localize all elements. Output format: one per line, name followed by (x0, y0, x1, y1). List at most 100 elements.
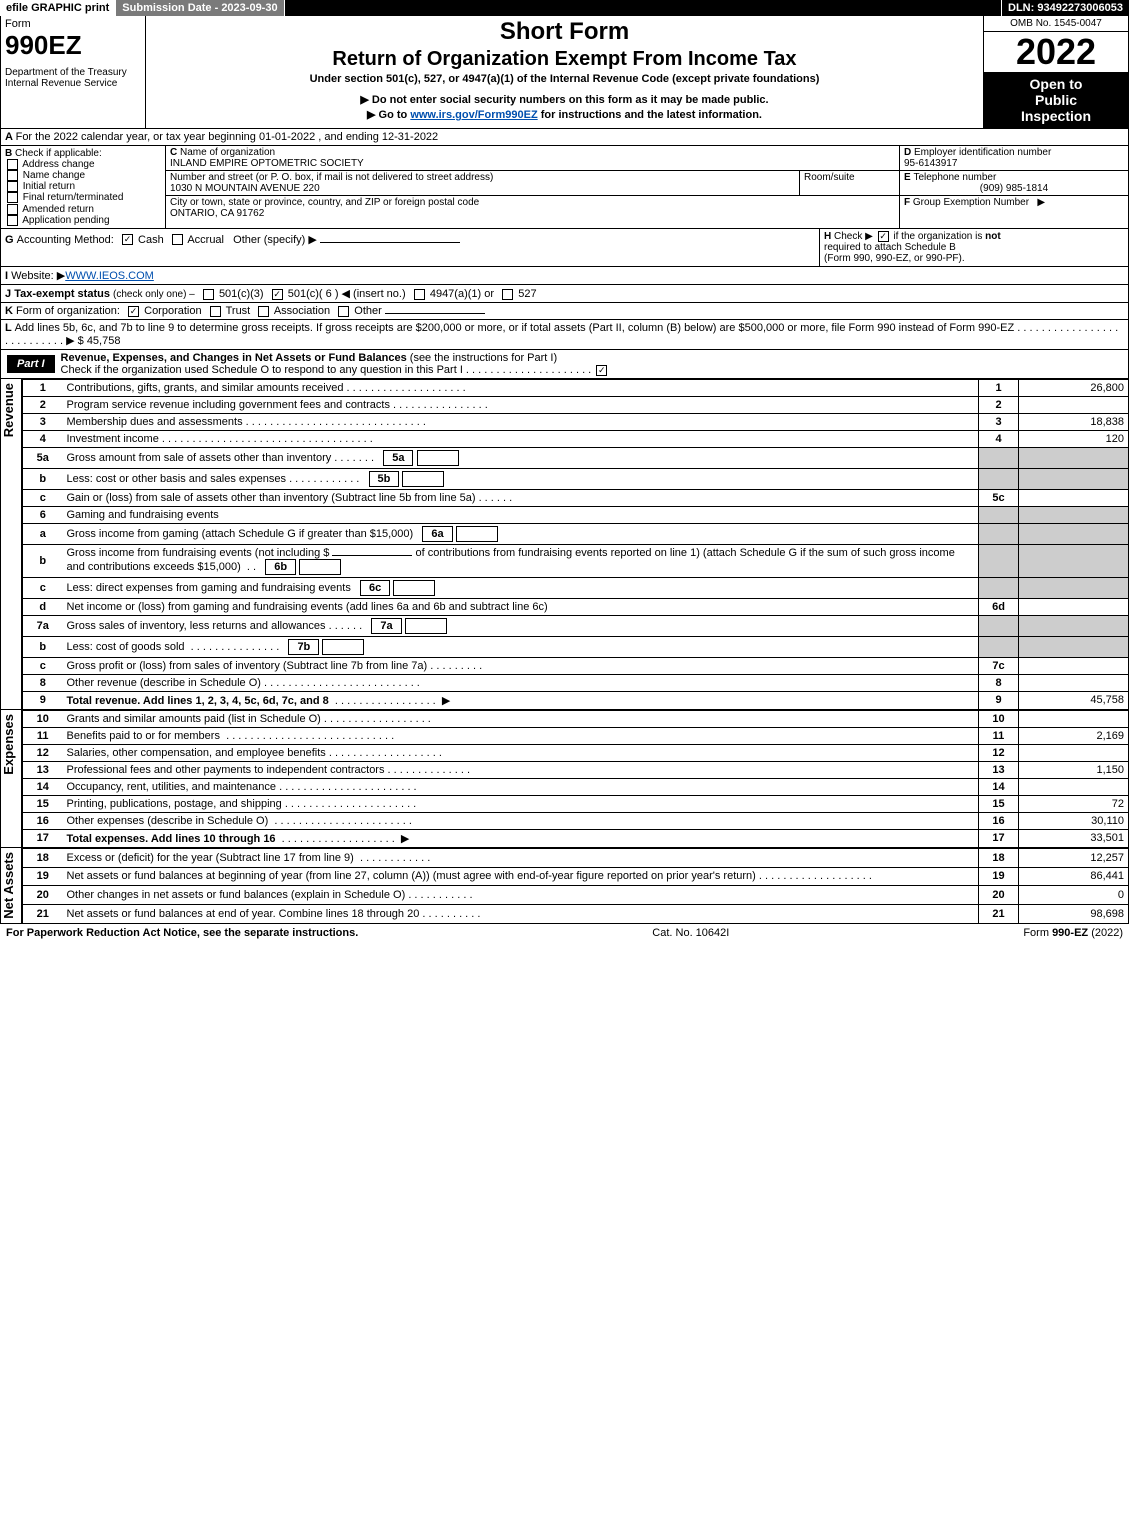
line-10: 10Grants and similar amounts paid (list … (23, 710, 1129, 727)
org-name: INLAND EMPIRE OPTOMETRIC SOCIETY (170, 158, 364, 169)
omb-number: OMB No. 1545-0047 (984, 16, 1128, 32)
line-j: J Tax-exempt status (check only one) ‒ 5… (0, 285, 1129, 303)
footer-catno: Cat. No. 10642I (652, 927, 729, 939)
line-5b: bLess: cost or other basis and sales exp… (23, 468, 1129, 489)
line-13: 13Professional fees and other payments t… (23, 761, 1129, 778)
d-label: Employer identification number (914, 147, 1051, 158)
open-l1: Open to (986, 76, 1126, 92)
revenue-table: 1Contributions, gifts, grants, and simil… (22, 379, 1129, 710)
side-expenses: Expenses (0, 710, 22, 848)
expenses-table: 10Grants and similar amounts paid (list … (22, 710, 1129, 848)
goto-post: for instructions and the latest informat… (538, 109, 762, 121)
k-o1: Corporation (144, 305, 201, 317)
checkbox-accrual[interactable] (172, 234, 183, 245)
j-hint: (check only one) ‒ (113, 289, 195, 300)
city-value: ONTARIO, CA 91762 (170, 208, 264, 219)
b-label: Check if applicable: (15, 148, 102, 159)
line-18: 18Excess or (deficit) for the year (Subt… (23, 848, 1129, 867)
l-amount: ▶ $ 45,758 (66, 335, 120, 347)
checkbox-app-pending[interactable] (7, 215, 18, 226)
ein-value: 95-6143917 (904, 158, 957, 169)
net-assets-table: 18Excess or (deficit) for the year (Subt… (22, 848, 1129, 924)
checkbox-h[interactable]: ✓ (878, 231, 889, 242)
c-label: Name of organization (180, 147, 275, 158)
l-text: Add lines 5b, 6c, and 7b to line 9 to de… (15, 322, 1015, 334)
checkbox-cash[interactable]: ✓ (122, 234, 133, 245)
line-7c: cGross profit or (loss) from sales of in… (23, 657, 1129, 674)
line-15: 15Printing, publications, postage, and s… (23, 795, 1129, 812)
line-6b: bGross income from fundraising events (n… (23, 544, 1129, 577)
open-inspection-badge: Open to Public Inspection (984, 72, 1128, 128)
line-a: A For the 2022 calendar year, or tax yea… (0, 129, 1129, 146)
line-gh: G Accounting Method: ✓ Cash Accrual Othe… (0, 229, 1129, 267)
h-not: not (985, 231, 1001, 242)
line-5c: cGain or (loss) from sale of assets othe… (23, 489, 1129, 506)
checkbox-schedule-o[interactable]: ✓ (596, 365, 607, 376)
irs-link[interactable]: www.irs.gov/Form990EZ (410, 109, 537, 121)
top-spacer (285, 0, 1002, 16)
h-l3: (Form 990, 990-EZ, or 990-PF). (824, 253, 965, 264)
room-label: Room/suite (799, 171, 899, 195)
block-bcdef: B Check if applicable: Address change Na… (0, 146, 1129, 229)
line-14: 14Occupancy, rent, utilities, and mainte… (23, 778, 1129, 795)
line-11: 11Benefits paid to or for members . . . … (23, 727, 1129, 744)
line-6a: aGross income from gaming (attach Schedu… (23, 523, 1129, 544)
j-o4: 527 (518, 288, 536, 300)
checkbox-initial-return[interactable] (7, 181, 18, 192)
side-revenue: Revenue (0, 379, 22, 710)
checkbox-name-change[interactable] (7, 170, 18, 181)
checkbox-corp[interactable]: ✓ (128, 306, 139, 317)
k-o3: Association (274, 305, 330, 317)
subtitle-ssn: ▶ Do not enter social security numbers o… (152, 93, 977, 106)
checkbox-501c3[interactable] (203, 289, 214, 300)
line-16: 16Other expenses (describe in Schedule O… (23, 812, 1129, 829)
city-label: City or town, state or province, country… (170, 197, 479, 208)
checkbox-527[interactable] (502, 289, 513, 300)
side-net-assets: Net Assets (0, 848, 22, 924)
footer-left: For Paperwork Reduction Act Notice, see … (6, 927, 358, 939)
b-o2: Name change (23, 170, 85, 181)
form-word: Form (5, 18, 31, 30)
line-7b: bLess: cost of goods sold . . . . . . . … (23, 636, 1129, 657)
i-label: Website: ▶ (11, 270, 65, 282)
g-label: Accounting Method: (17, 234, 114, 246)
checkbox-amended-return[interactable] (7, 204, 18, 215)
website-link[interactable]: WWW.IEOS.COM (65, 270, 154, 282)
g-other: Other (specify) ▶ (233, 234, 317, 246)
checkbox-final-return[interactable] (7, 192, 18, 203)
j-o3: 4947(a)(1) or (430, 288, 494, 300)
j-o1: 501(c)(3) (219, 288, 264, 300)
b-o3: Initial return (23, 181, 75, 192)
h-post: if the organization is (893, 231, 985, 242)
title-return-exempt: Return of Organization Exempt From Incom… (152, 48, 977, 71)
checkbox-other-org[interactable] (338, 306, 349, 317)
line-2: 2Program service revenue including gover… (23, 396, 1129, 413)
title-short-form: Short Form (152, 18, 977, 46)
subtitle-goto: ▶ Go to www.irs.gov/Form990EZ for instru… (152, 108, 977, 121)
line-20: 20Other changes in net assets or fund ba… (23, 886, 1129, 905)
form-number: 990EZ (5, 30, 141, 61)
line-5a: 5aGross amount from sale of assets other… (23, 447, 1129, 468)
goto-pre: ▶ Go to (367, 109, 410, 121)
g-accrual: Accrual (187, 234, 224, 246)
j-label: Tax-exempt status (14, 288, 110, 300)
line-7a: 7aGross sales of inventory, less returns… (23, 615, 1129, 636)
line-k: K Form of organization: ✓ Corporation Tr… (0, 303, 1129, 320)
checkbox-assoc[interactable] (258, 306, 269, 317)
street-value: 1030 N MOUNTAIN AVENUE 220 (170, 183, 320, 194)
b-o6: Application pending (22, 215, 109, 226)
dept-treasury: Department of the Treasury (5, 67, 141, 78)
checkbox-trust[interactable] (210, 306, 221, 317)
line-1: 1Contributions, gifts, grants, and simil… (23, 379, 1129, 396)
part1-paren: (see the instructions for Part I) (410, 352, 557, 364)
f-arrow: ▶ (1037, 197, 1045, 208)
e-label: Telephone number (913, 172, 996, 183)
checkbox-address-change[interactable] (7, 159, 18, 170)
subtitle-section: Under section 501(c), 527, or 4947(a)(1)… (152, 73, 977, 85)
checkbox-4947[interactable] (414, 289, 425, 300)
submission-date: Submission Date - 2023-09-30 (116, 0, 284, 16)
h-l2: required to attach Schedule B (824, 242, 956, 253)
checkbox-501c[interactable]: ✓ (272, 289, 283, 300)
open-l3: Inspection (986, 108, 1126, 124)
section-c: C Name of organization INLAND EMPIRE OPT… (165, 146, 899, 229)
